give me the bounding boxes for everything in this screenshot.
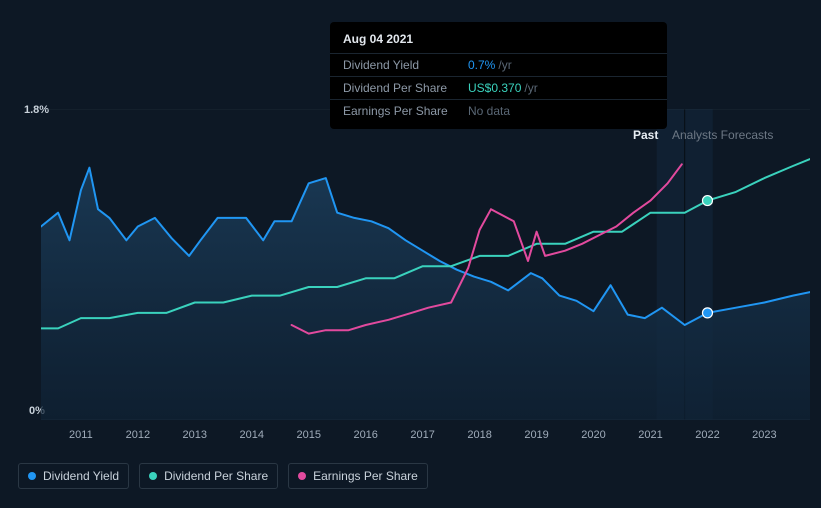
plot-area[interactable] bbox=[41, 109, 810, 420]
x-tick: 2011 bbox=[69, 429, 93, 441]
x-tick: 2015 bbox=[296, 429, 320, 441]
x-tick: 2016 bbox=[353, 429, 377, 441]
legend-dot bbox=[298, 472, 306, 480]
x-tick: 2020 bbox=[581, 429, 605, 441]
tooltip-date: Aug 04 2021 bbox=[330, 32, 667, 53]
x-tick: 2019 bbox=[524, 429, 548, 441]
tooltip-row-value: 0.7% bbox=[468, 58, 495, 72]
x-tick: 2012 bbox=[126, 429, 150, 441]
legend-label: Dividend Per Share bbox=[164, 469, 268, 483]
tooltip-row-value: US$0.370 bbox=[468, 81, 521, 95]
x-tick: 2014 bbox=[240, 429, 264, 441]
x-tick: 2023 bbox=[752, 429, 776, 441]
legend-dot bbox=[149, 472, 157, 480]
legend-dot bbox=[28, 472, 36, 480]
tooltip-row-label: Earnings Per Share bbox=[343, 104, 468, 118]
tooltip-row: Dividend Per ShareUS$0.370/yr bbox=[330, 76, 667, 99]
x-tick: 2013 bbox=[183, 429, 207, 441]
legend-item-dividend-yield[interactable]: Dividend Yield bbox=[18, 463, 129, 489]
legend: Dividend Yield Dividend Per Share Earnings… bbox=[18, 463, 428, 489]
past-label: Past bbox=[633, 128, 658, 142]
x-axis: 2011 2012 2013 2014 2015 2016 2017 2018 2019 2020… bbox=[41, 429, 810, 449]
tooltip-row-label: Dividend Per Share bbox=[343, 81, 468, 95]
tooltip-row-suffix: /yr bbox=[524, 81, 537, 95]
tooltip-row: Dividend Yield0.7%/yr bbox=[330, 53, 667, 76]
tooltip-row: Earnings Per ShareNo data bbox=[330, 99, 667, 122]
forecast-label: Analysts Forecasts bbox=[672, 128, 773, 142]
tooltip-row-label: Dividend Yield bbox=[343, 58, 468, 72]
x-tick: 2022 bbox=[695, 429, 719, 441]
x-tick: 2017 bbox=[410, 429, 434, 441]
legend-item-dividend-per-share[interactable]: Dividend Per Share bbox=[139, 463, 278, 489]
tooltip: Aug 04 2021 Dividend Yield0.7%/yrDividen… bbox=[330, 22, 667, 129]
legend-label: Dividend Yield bbox=[43, 469, 119, 483]
tooltip-row-value: No data bbox=[468, 104, 510, 118]
x-tick: 2018 bbox=[467, 429, 491, 441]
tooltip-row-suffix: /yr bbox=[498, 58, 511, 72]
x-tick: 2021 bbox=[638, 429, 662, 441]
legend-label: Earnings Per Share bbox=[313, 469, 418, 483]
dividend-chart: 1.8% 0% Past Analysts Forecasts 20112012… bbox=[0, 0, 821, 508]
legend-item-earnings-per-share[interactable]: Earnings Per Share bbox=[288, 463, 428, 489]
